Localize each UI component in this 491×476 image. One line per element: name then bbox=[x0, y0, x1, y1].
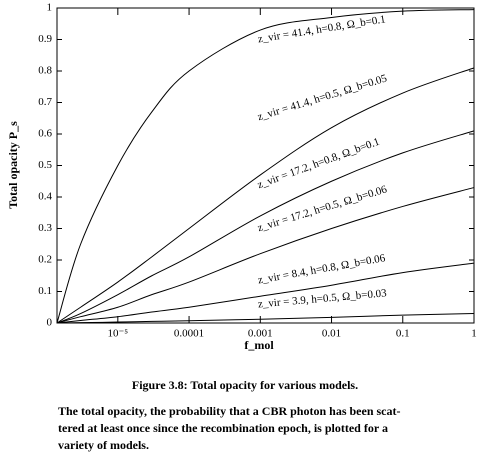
curve bbox=[56, 67, 475, 324]
x-axis-label: f_mol bbox=[244, 338, 274, 352]
x-tick-label: 1 bbox=[471, 328, 477, 340]
curve-label: z_vir = 17.2, h=0.5, Ω_b=0.06 bbox=[256, 183, 389, 234]
y-tick-label: 0.3 bbox=[38, 222, 52, 234]
caption: Figure 3.8: Total opacity for various mo… bbox=[132, 378, 358, 392]
paragraph-line: variety of models. bbox=[58, 438, 149, 452]
y-axis-label: Total opacity P_s bbox=[6, 121, 20, 209]
curve bbox=[56, 313, 475, 324]
curve-label: z_vir = 41.4, h=0.5, Ω_b=0.05 bbox=[256, 72, 389, 123]
y-tick-label: 0.7 bbox=[38, 96, 52, 108]
y-tick-label: 0.4 bbox=[38, 191, 52, 203]
curve bbox=[56, 262, 475, 324]
y-tick-label: 0 bbox=[47, 317, 53, 329]
paragraph-line: The total opacity, the probability that … bbox=[58, 404, 400, 418]
curve bbox=[56, 130, 475, 324]
x-tick-label: 10⁻⁵ bbox=[107, 328, 128, 340]
y-tick-label: 0.2 bbox=[38, 254, 52, 266]
y-tick-label: 0.8 bbox=[38, 65, 52, 77]
y-tick-label: 0.1 bbox=[38, 285, 52, 297]
paragraph-line: tered at least once since the recombinat… bbox=[58, 421, 388, 435]
x-tick-label: 0.1 bbox=[396, 328, 410, 340]
curve-label: z_vir = 3.9, h=0.5, Ω_b=0.03 bbox=[257, 287, 387, 310]
curve bbox=[56, 187, 475, 324]
y-tick-label: 1 bbox=[47, 2, 53, 14]
curve bbox=[56, 9, 475, 324]
y-tick-label: 0.6 bbox=[38, 128, 52, 140]
x-tick-label: 0.001 bbox=[248, 328, 273, 340]
x-tick-label: 0.0001 bbox=[174, 328, 204, 340]
curve-label: z_vir = 17.2, h=0.8, Ω_b=0.1 bbox=[256, 136, 381, 191]
y-tick-label: 0.9 bbox=[38, 33, 52, 45]
y-tick-label: 0.5 bbox=[38, 159, 52, 171]
curve-label: z_vir = 8.4, h=0.8, Ω_b=0.06 bbox=[257, 252, 387, 286]
x-tick-label: 0.01 bbox=[322, 328, 341, 340]
